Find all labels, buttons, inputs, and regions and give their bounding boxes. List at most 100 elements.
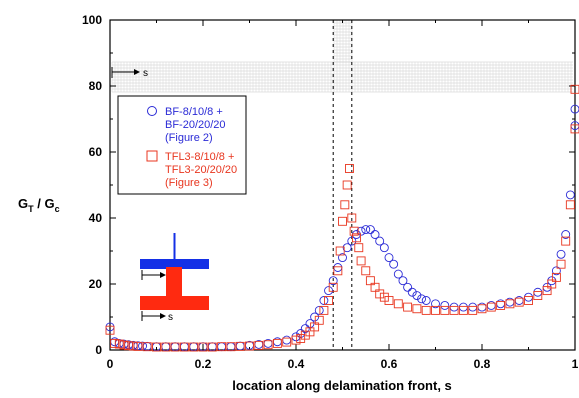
data-point-blue-circle <box>379 243 389 253</box>
data-point-red-square <box>142 342 152 352</box>
legend-marker-red <box>146 150 158 162</box>
data-point-blue-circle <box>440 301 450 310</box>
data-point-blue-circle <box>551 266 561 276</box>
data-point-red-square <box>561 236 571 246</box>
data-point-red-square <box>310 322 320 332</box>
x-tick-label: 0.2 <box>195 357 212 371</box>
data-point-red-square <box>514 297 524 307</box>
data-point-blue-circle <box>561 230 571 239</box>
data-point-blue-circle <box>417 294 426 304</box>
data-point-red-square <box>179 342 189 352</box>
data-point-blue-circle <box>235 341 245 351</box>
data-point-red-square <box>133 341 143 351</box>
series-layer <box>105 84 579 352</box>
data-point-blue-circle <box>496 299 506 309</box>
data-point-red-square <box>245 341 254 351</box>
y-axis: 0 20 40 60 80 100 <box>82 13 575 357</box>
data-point-blue-circle <box>328 276 338 286</box>
y-tick-label: 80 <box>89 79 103 93</box>
top-specimen-diagram: s <box>111 19 573 93</box>
data-point-red-square <box>449 305 459 315</box>
red-specimen-flange <box>140 296 209 310</box>
x-tick-label: 0.6 <box>381 357 398 371</box>
data-point-blue-circle <box>375 236 385 246</box>
legend-text-red-3: (Figure 3) <box>165 177 213 189</box>
data-point-blue-circle <box>570 104 579 114</box>
data-point-blue-circle <box>342 243 352 253</box>
data-point-blue-circle <box>468 302 478 312</box>
data-point-blue-circle <box>403 282 413 292</box>
data-point-red-square <box>570 84 579 94</box>
data-point-red-square <box>505 299 515 309</box>
data-point-red-square <box>375 289 385 299</box>
data-point-red-square <box>128 341 138 351</box>
data-point-blue-circle <box>458 302 468 312</box>
data-point-red-square <box>328 282 338 292</box>
data-point-red-square <box>217 342 227 352</box>
data-point-blue-circle <box>347 236 357 246</box>
data-point-red-square <box>356 256 366 266</box>
data-point-red-square <box>393 299 403 309</box>
data-point-red-square <box>403 302 413 312</box>
data-point-blue-circle <box>361 225 371 235</box>
legend-marker-blue <box>147 106 157 116</box>
data-point-blue-circle <box>524 292 533 302</box>
data-point-red-square <box>272 338 282 348</box>
data-point-red-square <box>570 124 579 134</box>
data-point-blue-circle <box>142 341 152 351</box>
data-point-red-square <box>542 286 552 296</box>
data-point-red-square <box>551 272 561 282</box>
data-point-red-square <box>412 304 422 314</box>
x-axis-title: location along delamination front, s <box>232 378 452 393</box>
data-point-red-square <box>124 341 134 351</box>
data-point-red-square <box>119 340 129 350</box>
data-point-red-square <box>198 342 208 352</box>
data-point-red-square <box>207 342 217 352</box>
data-point-blue-circle <box>338 253 347 263</box>
data-point-red-square <box>458 305 468 315</box>
data-point-blue-circle <box>314 305 324 315</box>
data-point-blue-circle <box>398 276 408 286</box>
legend-text-red-2: TFL3-20/20/20 <box>165 164 237 176</box>
y-tick-label: 60 <box>89 145 103 159</box>
data-point-red-square <box>110 338 120 348</box>
data-point-blue-circle <box>533 287 543 297</box>
data-point-blue-circle <box>393 269 403 279</box>
data-point-blue-circle <box>333 263 343 272</box>
data-point-red-square <box>235 341 245 351</box>
data-point-red-square <box>349 226 359 236</box>
red-specimen-s-label: s <box>168 312 173 323</box>
data-point-red-square <box>319 305 329 315</box>
x-axis: 0 0.2 0.4 0.6 0.8 1 <box>107 20 579 371</box>
data-point-red-square <box>340 200 350 210</box>
y-tick-label: 0 <box>95 343 102 357</box>
data-point-red-square <box>305 327 315 337</box>
data-point-red-square <box>477 304 487 314</box>
data-point-blue-circle <box>319 296 329 305</box>
data-point-blue-circle <box>449 302 459 312</box>
data-point-red-square <box>565 200 575 210</box>
data-point-red-square <box>300 330 310 340</box>
data-point-red-square <box>152 342 161 352</box>
legend: BF-8/10/8 + BF-20/20/20 (Figure 2) TFL3-… <box>117 95 247 195</box>
data-point-red-square <box>354 243 364 253</box>
data-point-blue-circle <box>296 329 306 338</box>
data-point-red-square <box>324 296 333 305</box>
data-point-blue-circle <box>421 296 431 305</box>
data-point-blue-circle <box>310 312 320 322</box>
data-point-red-square <box>524 296 533 305</box>
data-point-red-square <box>365 276 375 286</box>
data-point-red-square <box>384 296 394 305</box>
data-point-blue-circle <box>407 287 417 297</box>
data-point-blue-circle <box>138 341 148 351</box>
data-point-blue-circle <box>370 230 380 239</box>
data-point-blue-circle <box>300 324 310 333</box>
y-axis-title-main: G <box>18 196 28 211</box>
data-point-red-square <box>361 266 371 276</box>
red-specimen-diagram: s <box>140 267 209 323</box>
data-point-blue-circle <box>324 286 333 296</box>
blue-specimen-s-arrow <box>160 272 166 278</box>
data-point-red-square <box>556 259 566 269</box>
reference-lines <box>332 20 353 350</box>
data-point-red-square <box>291 335 301 345</box>
